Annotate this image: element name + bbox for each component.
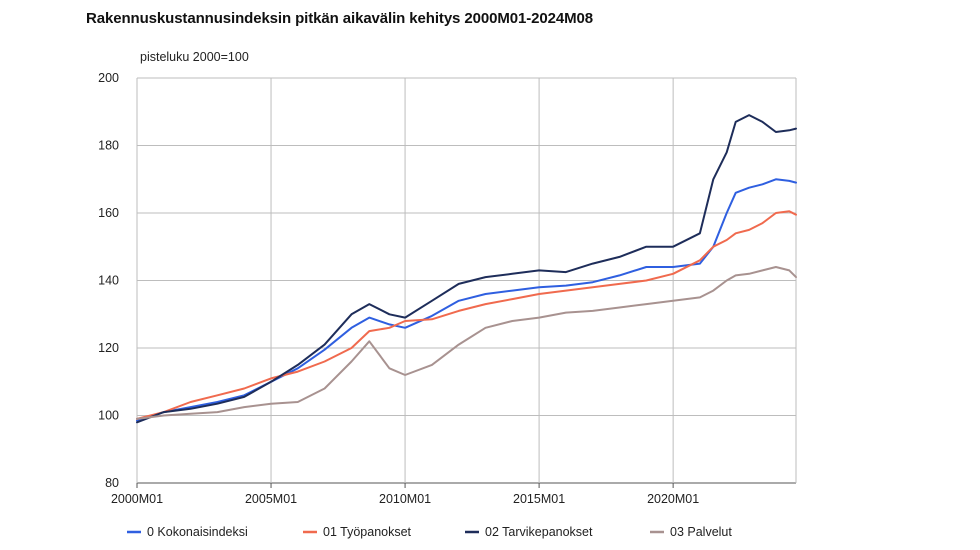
legend-label: 0 Kokonaisindeksi <box>147 525 248 539</box>
y-tick-label: 200 <box>98 71 119 85</box>
y-tick-label: 140 <box>98 274 119 288</box>
series-lines <box>136 114 797 424</box>
x-tick-label: 2015M01 <box>513 492 565 506</box>
chart-title: Rakennuskustannusindeksin pitkän aikaväl… <box>86 10 593 27</box>
series-line <box>136 266 797 420</box>
x-tick-label: 2005M01 <box>245 492 297 506</box>
y-tick-label: 180 <box>98 139 119 153</box>
series-line <box>136 114 797 424</box>
y-tick-labels: 80 100 120 140 160 180 200 <box>98 71 119 490</box>
series-line <box>136 210 797 420</box>
y-tick-label: 80 <box>105 476 119 490</box>
series-line <box>136 178 797 422</box>
y-tick-label: 120 <box>98 341 119 355</box>
grid-lines <box>136 77 797 488</box>
x-tick-label: 2000M01 <box>111 492 163 506</box>
legend-label: 01 Työpanokset <box>323 525 412 539</box>
legend-label: 02 Tarvikepanokset <box>485 525 593 539</box>
y-tick-label: 160 <box>98 206 119 220</box>
x-tick-label: 2010M01 <box>379 492 431 506</box>
y-axis-label: pisteluku 2000=100 <box>140 50 249 64</box>
legend: 0 Kokonaisindeksi 01 Työpanokset 02 Tarvik… <box>127 525 732 539</box>
y-tick-label: 100 <box>98 409 119 423</box>
legend-label: 03 Palvelut <box>670 525 732 539</box>
x-tick-labels: 2000M01 2005M01 2010M01 2015M01 2020M01 <box>111 492 699 506</box>
x-tick-label: 2020M01 <box>647 492 699 506</box>
